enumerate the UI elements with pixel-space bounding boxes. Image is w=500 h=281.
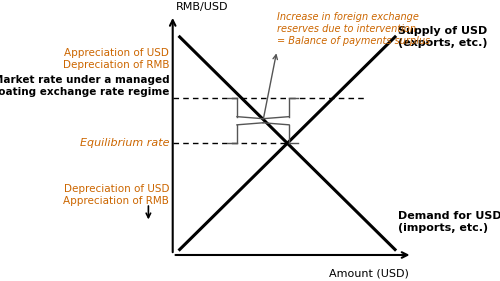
Text: Market rate under a managed
floating exchange rate regime: Market rate under a managed floating exc… (0, 75, 169, 97)
Text: Depreciation of USD
Appreciation of RMB: Depreciation of USD Appreciation of RMB (64, 184, 169, 206)
Text: Amount (USD): Amount (USD) (329, 269, 409, 279)
Text: Appreciation of USD
Depreciation of RMB: Appreciation of USD Depreciation of RMB (62, 48, 169, 69)
Text: Supply of USD
(exports, etc.): Supply of USD (exports, etc.) (398, 26, 488, 48)
Text: RMB/USD: RMB/USD (176, 2, 229, 12)
Text: Equilibrium rate: Equilibrium rate (80, 138, 169, 148)
Text: Demand for USD
(imports, etc.): Demand for USD (imports, etc.) (398, 212, 500, 233)
Text: Increase in foreign exchange
reserves due to intervention
= Balance of payments : Increase in foreign exchange reserves du… (277, 12, 430, 46)
